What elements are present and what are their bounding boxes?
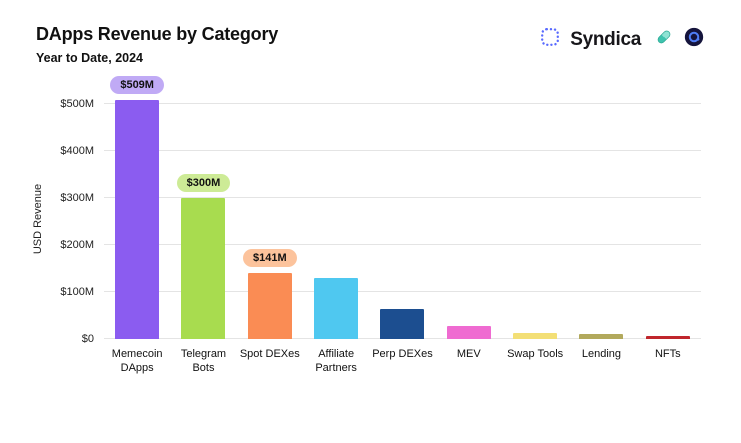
bars-row: $509M $300M $141M [104, 75, 701, 339]
bar-group-swap-tools [503, 333, 568, 339]
x-axis-label: Perp DEXes [372, 348, 433, 360]
bar-telegram-bots [181, 198, 226, 339]
y-tick-label: $0 [81, 333, 94, 345]
bar-value-badge: $300M [176, 174, 231, 192]
gridline [104, 150, 701, 151]
x-axis-label: Telegram Bots [180, 348, 227, 375]
x-axis-label: Memecoin DApps [111, 348, 163, 375]
x-axis-label: Spot DEXes [239, 348, 300, 360]
x-axis-label: Lending [581, 348, 622, 360]
pill-icon [654, 27, 674, 52]
y-axis-title: USD Revenue [32, 183, 44, 255]
bar-value-badge: $141M [242, 248, 297, 267]
bar-memecoin-dapps [115, 99, 160, 339]
gridline [104, 291, 701, 292]
bar-group-memecoin-dapps: $509M [105, 75, 170, 339]
bar-perp-dexes [380, 308, 425, 339]
bar-mev [446, 326, 491, 339]
bar-swap-tools [513, 333, 558, 339]
bar-chart: USD Revenue $0 $100M $200M $300M $400M $500M … [0, 75, 741, 376]
bar-spot-dexes [247, 272, 292, 339]
bar-nfts [645, 336, 690, 339]
brand-wordmark: Syndica [570, 28, 641, 50]
y-axis-ticks: $0 $100M $200M $300M $400M $500M [48, 98, 104, 345]
bar-value-badge: $509M [110, 75, 164, 94]
y-tick-label: $300M [60, 192, 94, 204]
x-labels-row: Memecoin DApps Telegram Bots Spot DEXes Aff… [104, 339, 701, 376]
x-axis-label: Swap Tools [507, 348, 564, 360]
page-title: DApps Revenue by Category [36, 24, 279, 44]
plot-area: $509M $300M $141M [104, 75, 701, 339]
y-tick-label: $100M [60, 286, 94, 298]
y-tick-label: $500M [60, 98, 94, 110]
header-titles: DApps Revenue by Category Year to Date, … [36, 24, 278, 65]
gridline [104, 197, 701, 198]
syndica-logo-icon [539, 26, 561, 53]
gridline [104, 244, 701, 245]
bar-group-mev [436, 326, 501, 339]
y-tick-label: $200M [60, 239, 94, 251]
gridline [104, 103, 701, 104]
bar-lending [579, 333, 624, 339]
bar-group-spot-dexes: $141M [237, 248, 302, 339]
x-axis-label: Affiliate Partners [315, 348, 357, 375]
y-tick-label: $400M [60, 145, 94, 157]
bar-group-affiliate-partners [304, 277, 369, 339]
dark-circle-badge-icon [683, 26, 705, 53]
bar-group-telegram-bots: $300M [171, 174, 236, 339]
page-subtitle: Year to Date, 2024 [36, 51, 144, 65]
header: DApps Revenue by Category Year to Date, … [0, 0, 741, 65]
bar-group-perp-dexes [370, 308, 435, 339]
brand-area: Syndica [539, 26, 705, 53]
y-axis-title-cell: USD Revenue [28, 99, 48, 339]
bar-group-lending [569, 333, 634, 339]
x-axis-label: NFTs [654, 348, 681, 360]
bar-affiliate-partners [314, 277, 359, 339]
x-axis-label: MEV [456, 348, 481, 360]
bar-group-nfts [635, 336, 700, 339]
